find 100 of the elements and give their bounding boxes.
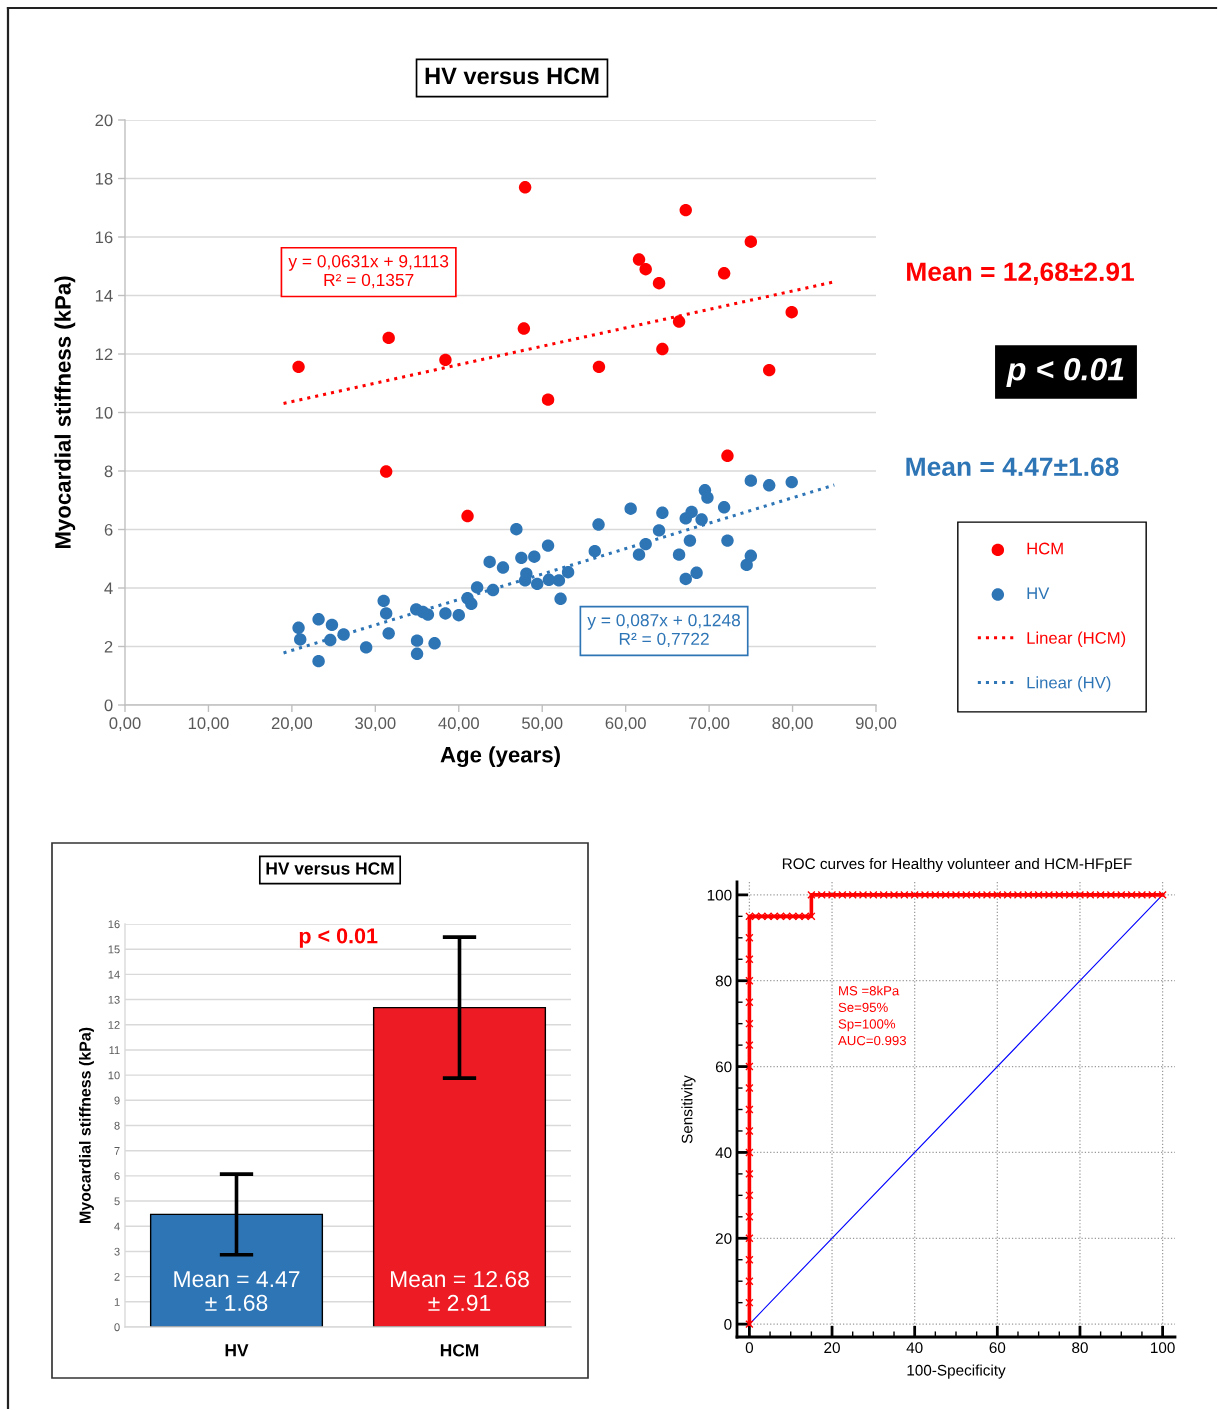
text: Mean = 4.47±1.68 <box>906 457 1119 477</box>
y-tick-label: 100 <box>707 889 732 901</box>
point <box>470 581 484 594</box>
point <box>518 181 532 194</box>
y-tick-label: 11 <box>109 1046 120 1054</box>
y-tick-label: 0 <box>724 1318 732 1330</box>
point <box>377 594 390 608</box>
y-tick-label: 10 <box>108 1071 120 1080</box>
x-tick-label: 20,00 <box>271 717 313 732</box>
point <box>382 331 395 345</box>
point <box>410 634 424 647</box>
x-tick-label: 40,00 <box>438 717 479 732</box>
point <box>541 393 555 406</box>
point <box>324 633 337 647</box>
point <box>690 566 703 579</box>
y-tick-label: 0 <box>114 1323 120 1332</box>
point <box>656 506 669 520</box>
x-tick-label: 0 <box>745 1342 754 1354</box>
text: p < 0.01 <box>1006 357 1124 387</box>
y-tick-label: 3 <box>114 1247 120 1256</box>
y-tick-label: 6 <box>114 1172 120 1181</box>
y-axis-title: Sensitivity <box>681 1075 696 1144</box>
y-tick-label: 10 <box>95 406 113 419</box>
chart-title: ROC curves for Healthy volunteer and HCM-HFpEF <box>782 857 1132 873</box>
x-tick-label: HV <box>225 1344 249 1357</box>
point <box>292 621 305 634</box>
point <box>717 501 731 514</box>
point <box>744 549 758 563</box>
point <box>541 539 555 552</box>
x-tick-label: 30,00 <box>355 717 396 732</box>
point <box>312 654 325 668</box>
point <box>639 262 652 276</box>
y-tick-label: 14 <box>108 970 120 979</box>
y-tick-label: 12 <box>95 348 113 361</box>
x-tick-label: 60,00 <box>605 717 646 732</box>
point <box>337 628 350 641</box>
point <box>701 491 714 504</box>
x-axis-title: 100-Specificity <box>907 1364 1006 1379</box>
y-tick-label: 16 <box>95 231 113 244</box>
chart-title: HV versus HCM <box>266 862 394 875</box>
point <box>421 608 435 621</box>
y-tick-label: 8 <box>114 1121 120 1130</box>
y-tick-label: 6 <box>104 523 113 536</box>
y-tick-label: 15 <box>108 945 120 954</box>
point <box>452 608 465 622</box>
point <box>632 253 646 266</box>
y-tick-label: 4 <box>114 1222 120 1231</box>
point <box>652 277 666 290</box>
point <box>762 363 776 377</box>
point <box>439 607 452 620</box>
y-tick-label: 40 <box>715 1147 732 1159</box>
y-tick-label: 4 <box>104 582 113 595</box>
point <box>639 537 652 551</box>
point <box>359 641 373 654</box>
y-tick-label: 9 <box>114 1096 120 1105</box>
annotation: y = 0,087x + 0,1248 R² = 0,7722 <box>587 614 741 648</box>
point <box>312 613 325 626</box>
point <box>785 475 798 489</box>
point <box>382 627 395 640</box>
y-tick-label: 20 <box>715 1233 732 1244</box>
point <box>517 322 531 335</box>
point <box>515 551 528 565</box>
point <box>461 509 474 523</box>
x-tick-label: 0,00 <box>109 717 141 732</box>
x-tick-label: 10,00 <box>188 717 229 732</box>
legend-label: HCM <box>1027 542 1063 555</box>
point <box>379 465 393 478</box>
annotation: MS =8kPa Se=95% Sp=100% AUC=0.993 <box>838 985 906 1046</box>
point <box>624 502 637 515</box>
y-tick-label: 60 <box>715 1061 732 1073</box>
y-tick-label: 5 <box>114 1197 120 1206</box>
x-tick-label: 60 <box>989 1342 1006 1354</box>
point <box>721 534 734 547</box>
x-tick-label: 80,00 <box>772 717 813 732</box>
point <box>552 574 566 587</box>
y-tick-label: 20 <box>95 114 113 127</box>
y-tick-label: 7 <box>114 1147 120 1155</box>
x-tick-label: 90,00 <box>855 717 897 732</box>
point <box>695 513 708 526</box>
x-tick-label: 20 <box>824 1342 840 1354</box>
x-tick-label: 80 <box>1072 1342 1088 1354</box>
point <box>496 561 510 574</box>
y-tick-label: 2 <box>104 640 113 653</box>
point <box>679 572 692 586</box>
y-tick-label: 8 <box>104 465 113 478</box>
point <box>588 544 601 558</box>
y-tick-label: 13 <box>108 995 120 1004</box>
legend-label: Linear (HV) <box>1027 676 1111 692</box>
point <box>561 565 575 579</box>
point <box>439 353 452 367</box>
point <box>785 305 798 319</box>
y-axis-title: Myocardial stiffness (kPa) <box>54 276 76 549</box>
point <box>717 267 731 280</box>
point <box>410 647 424 661</box>
x-axis-title: Age (years) <box>440 746 560 768</box>
point <box>685 505 698 519</box>
x-tick-label: 70,00 <box>689 717 730 732</box>
x-tick-label: 100 <box>1151 1342 1175 1354</box>
point <box>486 583 500 597</box>
legend-label: Linear (HCM) <box>1027 631 1126 648</box>
